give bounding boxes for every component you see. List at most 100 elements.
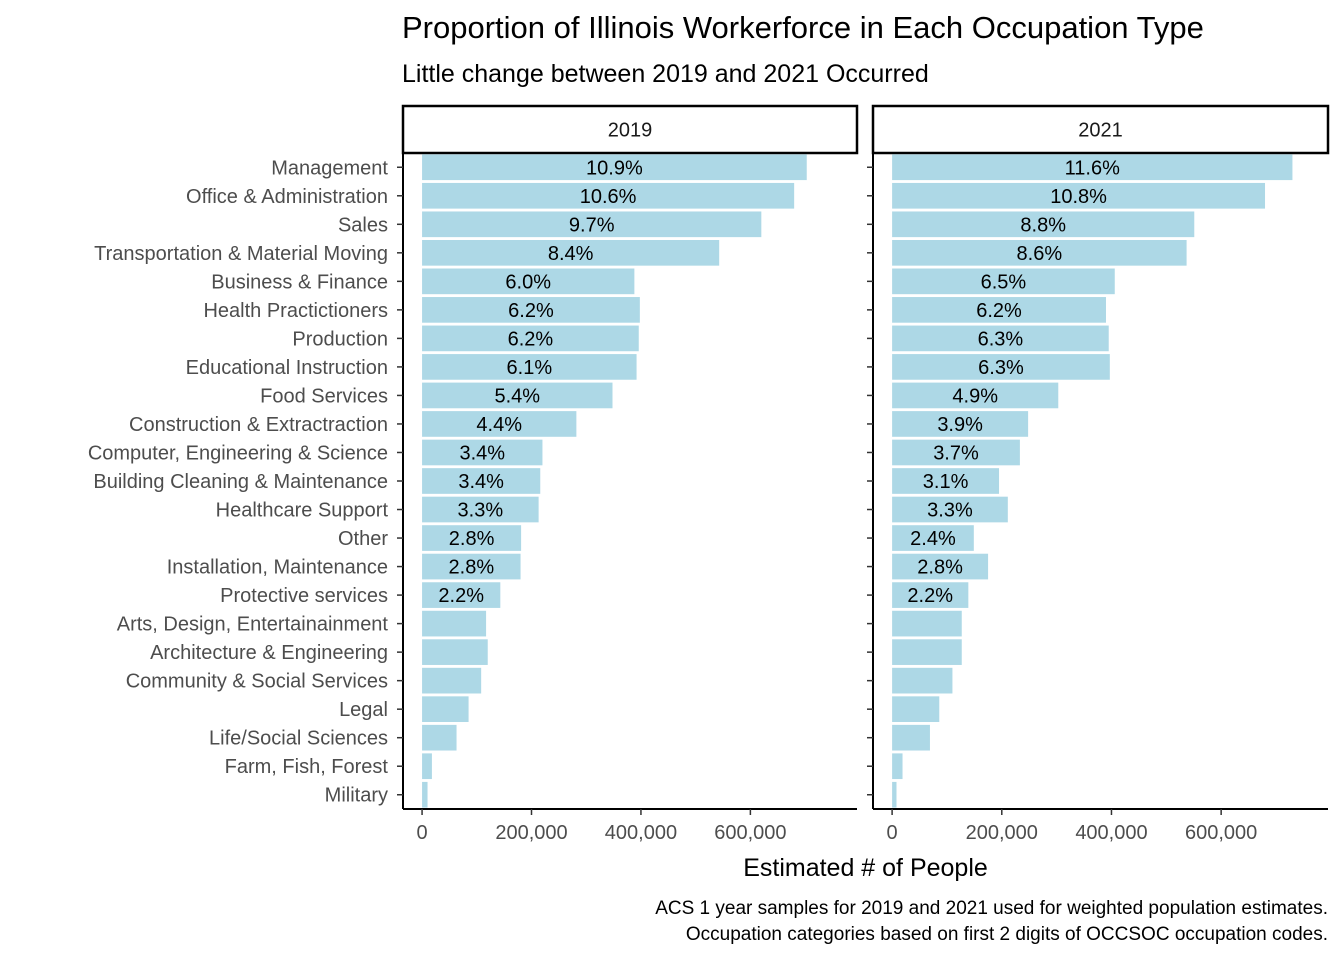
y-tick-label-office-administration: Office & Administration [186,186,388,208]
y-tick-label-sales: Sales [338,214,388,236]
y-tick-label-community-social-services: Community & Social Services [126,671,388,693]
bar-2021-arts-design-entertainainment [892,610,962,637]
x-axis-title: Estimated # of People [743,854,988,882]
bar-2021-food-services [892,382,1059,409]
bar-2021-management [892,154,1293,181]
x-tick-label-2019: 400,000 [605,822,677,844]
bar-2021-legal [892,696,940,723]
data-label-2019-sales: 9.7% [569,214,615,236]
bar-2019-production [422,325,639,352]
bar-2019-legal [422,696,469,723]
bar-2021-office-administration [892,182,1266,209]
chart-title: Proportion of Illinois Workerforce in Ea… [402,10,1204,45]
bar-2021-health-practictioners [892,297,1106,323]
bar-2019-military [422,781,428,808]
bar-2021-farm-fish-forest [892,753,903,780]
y-tick-label-farm-fish-forest: Farm, Fish, Forest [225,756,389,778]
data-label-2019-management: 10.9% [586,157,643,179]
bar-2019-protective-services [422,582,501,608]
data-label-2021-sales: 8.8% [1020,214,1066,236]
data-label-2021-educational-instruction: 6.3% [978,357,1024,379]
data-label-2019-educational-instruction: 6.1% [507,357,553,379]
bar-2019-installation-maintenance [422,553,521,580]
x-tick-label-2019: 600,000 [714,822,786,844]
data-label-2019-business-finance: 6.0% [505,271,551,293]
data-label-2019-healthcare-support: 3.3% [458,500,504,522]
facet-label-2021: 2021 [1078,120,1123,142]
bar-2019-business-finance [422,268,635,295]
y-tick-label-other: Other [338,528,388,550]
facet-strip-2019 [401,104,859,155]
bar-2019-community-social-services [422,667,482,694]
data-label-2021-management: 11.6% [1065,157,1120,179]
bar-2019-healthcare-support [422,496,539,523]
bar-2019-health-practictioners [422,297,640,323]
x-tick-label-2019: 200,000 [495,822,567,844]
y-tick-label-production: Production [292,328,388,350]
bar-2021-sales [892,211,1195,238]
bar-2021-military [892,781,897,808]
data-label-2021-building-cleaning-maintenance: 3.1% [923,471,969,493]
x-tick-label-2021: 0 [887,822,898,844]
bar-2021-protective-services [892,582,969,608]
bar-2021-production [892,325,1109,352]
data-label-2021-business-finance: 6.5% [981,271,1027,293]
data-label-2019-construction-extractraction: 4.4% [476,414,522,436]
data-label-2019-food-services: 5.4% [494,385,540,407]
y-tick-label-educational-instruction: Educational Instruction [186,357,388,379]
x-tick-label-2019: 0 [417,822,428,844]
data-label-2021-installation-maintenance: 2.8% [917,557,963,579]
caption-line-1: ACS 1 year samples for 2019 and 2021 use… [655,898,1328,919]
bar-2021-construction-extractraction [892,411,1029,437]
bar-2019-other [422,525,522,551]
y-tick-label-business-finance: Business & Finance [211,271,388,293]
facet-strip-2021 [871,104,1330,155]
bar-2019-management [422,154,807,181]
data-label-2021-computer-engineering-science: 3.7% [933,442,979,464]
y-tick-label-legal: Legal [339,699,388,721]
y-tick-label-architecture-engineering: Architecture & Engineering [150,642,388,664]
x-tick-label-2021: 200,000 [966,822,1038,844]
y-tick-label-transportation-material-moving: Transportation & Material Moving [94,243,388,265]
bar-2019-transportation-material-moving [422,239,720,266]
y-tick-label-arts-design-entertainainment: Arts, Design, Entertainainment [117,614,389,636]
bar-2019-architecture-engineering [422,639,488,665]
y-tick-label-building-cleaning-maintenance: Building Cleaning & Maintenance [93,471,388,493]
data-label-2021-transportation-material-moving: 8.6% [1017,243,1063,265]
data-label-2019-installation-maintenance: 2.8% [449,557,495,579]
data-label-2019-building-cleaning-maintenance: 3.4% [458,471,504,493]
bar-2021-business-finance [892,268,1115,295]
bar-2019-building-cleaning-maintenance [422,468,541,494]
y-tick-label-health-practictioners: Health Practictioners [203,300,388,322]
bar-2021-community-social-services [892,667,953,694]
bar-2019-life-social-sciences [422,724,457,751]
y-tick-label-computer-engineering-science: Computer, Engineering & Science [88,442,388,464]
y-tick-label-protective-services: Protective services [220,585,388,607]
y-tick-label-life-social-sciences: Life/Social Sciences [209,728,388,750]
bar-2021-installation-maintenance [892,553,989,580]
data-label-2019-production: 6.2% [508,328,554,350]
bar-2021-architecture-engineering [892,639,962,665]
chart-subtitle: Little change between 2019 and 2021 Occu… [402,60,929,88]
data-label-2019-other: 2.8% [449,528,495,550]
bar-2021-computer-engineering-science [892,439,1020,466]
bar-2021-educational-instruction [892,354,1110,380]
y-tick-label-installation-maintenance: Installation, Maintenance [167,557,388,579]
x-tick-label-2021: 400,000 [1075,822,1147,844]
bar-2021-healthcare-support [892,496,1008,523]
bar-2021-other [892,525,974,551]
data-label-2019-transportation-material-moving: 8.4% [548,243,594,265]
bar-2019-sales [422,211,762,238]
y-tick-label-management: Management [271,157,388,179]
data-label-2019-health-practictioners: 6.2% [508,300,554,322]
data-label-2021-healthcare-support: 3.3% [927,500,973,522]
caption-line-2: Occupation categories based on first 2 d… [685,924,1328,945]
y-tick-label-military: Military [325,785,388,807]
bar-2019-construction-extractraction [422,411,577,437]
bar-2019-office-administration [422,182,795,209]
chart-caption: ACS 1 year samples for 2019 and 2021 use… [655,896,1328,948]
data-label-2021-construction-extractraction: 3.9% [937,414,983,436]
data-label-2019-computer-engineering-science: 3.4% [459,442,505,464]
bar-2021-transportation-material-moving [892,239,1187,266]
